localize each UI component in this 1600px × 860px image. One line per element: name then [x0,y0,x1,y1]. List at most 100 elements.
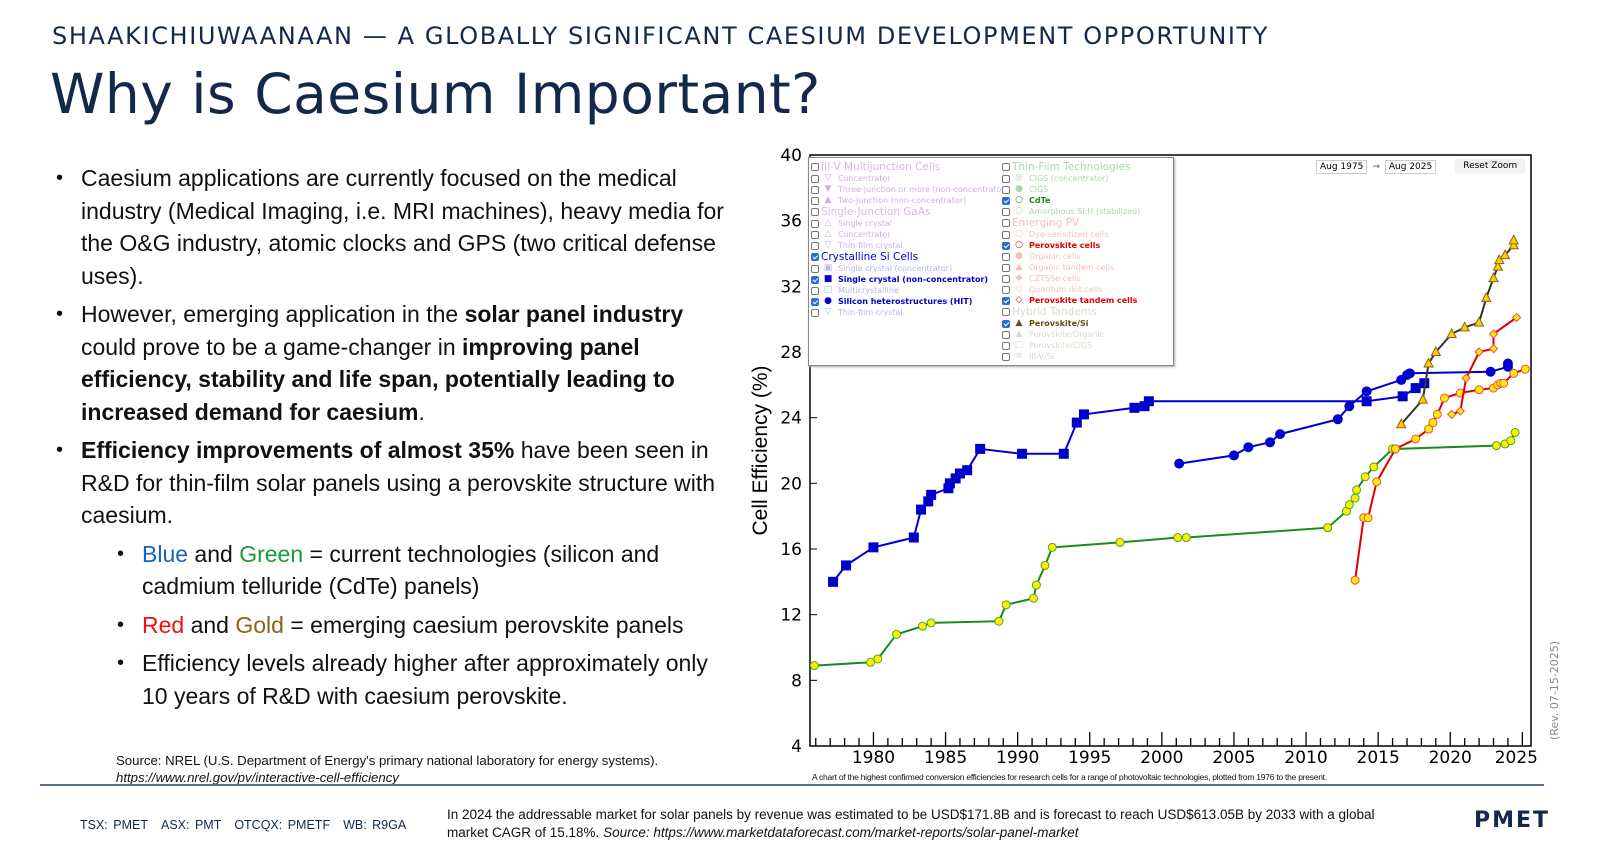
legend-item[interactable]: III-V Multijunction Cells [811,161,1008,173]
checkbox-unchecked-icon[interactable] [1002,185,1010,194]
legend-item[interactable]: ▲ Two-junction (non-concentrator) [811,195,1008,206]
legend-item[interactable]: ● Organic cells [1002,251,1140,262]
checkbox-checked-icon[interactable] [811,297,819,306]
legend-item[interactable]: ○ Perovskite cells [1002,240,1140,251]
legend-label: Perovskite/Si [1029,319,1089,328]
series-marker-icon: □ [1014,340,1024,350]
checkbox-checked-icon[interactable] [1002,196,1010,205]
checkbox-unchecked-icon[interactable] [1002,219,1010,227]
checkbox-unchecked-icon[interactable] [1002,341,1010,350]
x-tick-label: 2025 [1495,748,1538,768]
checkbox-unchecked-icon[interactable] [811,230,819,239]
series-marker-icon: ▣ [823,263,833,273]
legend-item[interactable]: Emerging PV [1002,217,1140,229]
checkbox-unchecked-icon[interactable] [811,208,819,216]
checkbox-checked-icon[interactable] [1002,241,1010,250]
checkbox-unchecked-icon[interactable] [1002,207,1010,216]
data-point [1491,441,1501,451]
legend-label: Hybrid Tandems [1012,306,1097,318]
reset-zoom-button[interactable]: Reset Zoom [1455,159,1526,174]
x-tick-label: 2015 [1357,748,1400,768]
legend-label: Quantum dot cells [1029,285,1103,294]
data-point [1029,593,1039,603]
checkbox-unchecked-icon[interactable] [811,196,819,205]
source-link[interactable]: https://www.nrel.gov/pv/interactive-cell… [116,770,399,785]
legend-item[interactable]: ○ Dye-sensitized cells [1002,229,1140,240]
legend-item[interactable]: ○ CdTe [1002,195,1140,206]
data-point [1404,368,1415,379]
checkbox-unchecked-icon[interactable] [1002,252,1010,261]
chart-caption: A chart of the highest confirmed convers… [812,772,1327,782]
legend-column-left: III-V Multijunction Cells ▽ Concentrator ▼ T… [811,161,1008,318]
checkbox-unchecked-icon[interactable] [1002,308,1010,316]
legend-label: Silicon heterostructures (HIT) [838,297,973,306]
series-marker-icon: ● [1015,184,1023,194]
checkbox-unchecked-icon[interactable] [1002,274,1010,283]
checkbox-checked-icon[interactable] [811,253,819,261]
checkbox-unchecked-icon[interactable] [1002,230,1010,239]
legend-item[interactable]: ◇ Quantum dot cells [1002,284,1140,295]
legend-item[interactable]: □ Multicrystalline [811,285,1008,296]
date-from-input[interactable]: Aug 1975 [1316,159,1368,174]
checkbox-unchecked-icon[interactable] [811,185,819,194]
legend-item[interactable]: □ Perovskite/CIGS [1002,340,1140,351]
checkbox-unchecked-icon[interactable] [811,163,819,171]
legend-item[interactable]: ▲ Perovskite/Organic [1002,329,1140,340]
series-marker-icon: ≡ [1015,351,1023,361]
bullet-text: have been seen in R&D for thin-film sola… [81,437,716,528]
legend-item[interactable]: ▲ Perovskite/Si [1002,318,1140,329]
checkbox-checked-icon[interactable] [811,275,819,284]
legend-item[interactable]: ▽ Concentrator [811,173,1008,184]
checkbox-checked-icon[interactable] [1002,296,1010,305]
legend-item[interactable]: △ Single crystal [811,218,1008,229]
data-point [1350,575,1360,585]
bullet-solar-panel: However, emerging application in the sol… [56,298,736,428]
legend-item[interactable]: ■ Single crystal (non-concentrator) [811,274,1008,285]
series-marker-icon: ○ [1015,206,1023,216]
legend-item[interactable]: ▼ Three-junction or more (non-concentrato… [811,184,1008,195]
legend-item[interactable]: Hybrid Tandems [1002,306,1140,318]
legend-item[interactable]: Crystalline Si Cells [811,251,1008,263]
data-point [841,560,852,571]
series-marker-icon: △ [824,218,832,228]
checkbox-unchecked-icon[interactable] [1002,330,1010,339]
checkbox-unchecked-icon[interactable] [811,219,819,228]
data-point [1446,409,1457,420]
data-point [1474,385,1484,395]
legend-item[interactable]: ≡ III-V/Si [1002,351,1140,362]
legend-item[interactable]: ▽ Thin-film crystal [811,240,1008,251]
legend-item[interactable]: ● Silicon heterostructures (HIT) [811,296,1008,307]
source-text: Source: NREL (U.S. Department of Energy'… [116,753,659,768]
series-marker-icon: ◇ [1015,295,1023,305]
series-line-3 [1354,368,1526,581]
legend-label: CIGS (concentrator) [1029,174,1109,183]
checkbox-unchecked-icon[interactable] [811,286,819,295]
legend-item[interactable]: ◆ CZTSSe cells [1002,273,1140,284]
legend-item[interactable]: ○ Amorphous Si:H (stabilized) [1002,206,1140,217]
legend-item[interactable]: ◇ Perovskite tandem cells [1002,295,1140,306]
checkbox-unchecked-icon[interactable] [1002,163,1010,171]
checkbox-unchecked-icon[interactable] [811,241,819,250]
date-to-input[interactable]: Aug 2025 [1384,159,1437,174]
legend-item[interactable]: Thin-Film Technologies [1002,161,1140,173]
data-point [1390,444,1400,454]
checkbox-unchecked-icon[interactable] [811,308,819,317]
legend-item[interactable]: △ Concentrator [811,229,1008,240]
checkbox-unchecked-icon[interactable] [1002,352,1010,361]
checkbox-unchecked-icon[interactable] [811,174,819,183]
legend-item[interactable]: ▲ Organic tandem cells [1002,262,1140,273]
legend-item[interactable]: ◎ CIGS (concentrator) [1002,173,1140,184]
checkbox-unchecked-icon[interactable] [1002,174,1010,183]
checkbox-unchecked-icon[interactable] [1002,263,1010,272]
legend-item[interactable]: ● CIGS [1002,184,1140,195]
checkbox-checked-icon[interactable] [1002,319,1010,328]
legend-label: Organic tandem cells [1029,263,1115,272]
legend-item[interactable]: Single-Junction GaAs [811,206,1008,218]
legend-item[interactable]: ▽ Thin-film crystal [811,307,1008,318]
data-point [1344,401,1355,412]
legend-item[interactable]: ▣ Single crystal (concentrator) [811,263,1008,274]
checkbox-unchecked-icon[interactable] [1002,285,1010,294]
checkbox-unchecked-icon[interactable] [811,264,819,273]
series-marker-icon: ▽ [824,173,832,183]
data-point [1243,442,1254,453]
